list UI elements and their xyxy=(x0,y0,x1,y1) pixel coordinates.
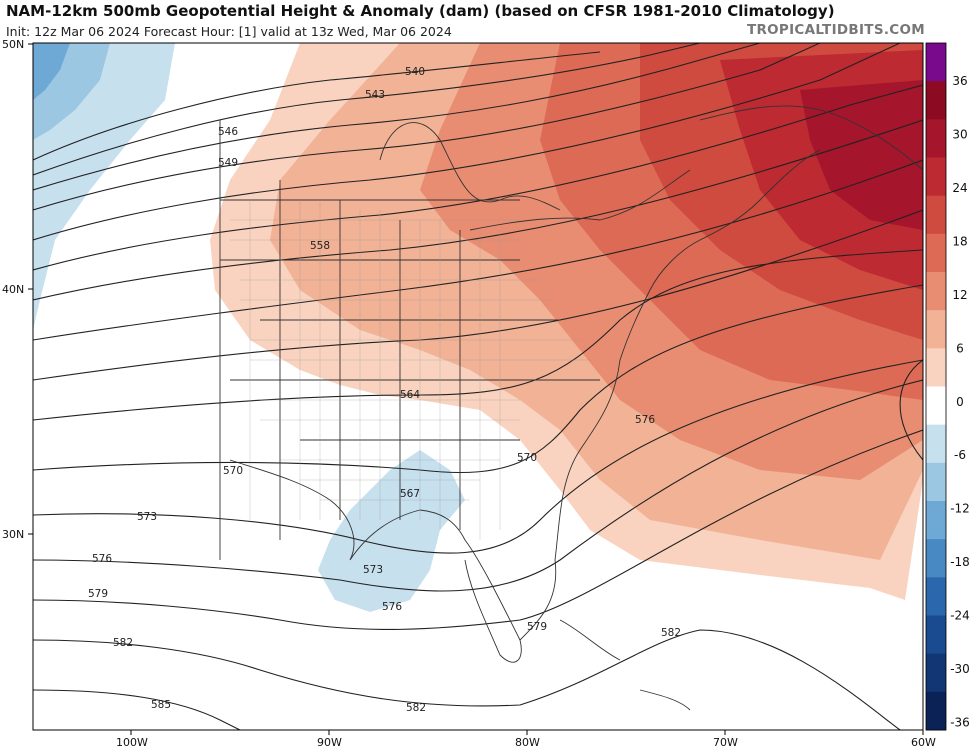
contour-label: 579 xyxy=(88,588,108,600)
colorbar-swatch xyxy=(926,424,946,464)
contour-label: 558 xyxy=(310,240,330,252)
colorbar-frame xyxy=(925,42,947,731)
lat-labels: 50N 40N 30N xyxy=(2,38,33,541)
colorbar-tick-label: -6 xyxy=(954,448,966,462)
colorbar-tick-label: 24 xyxy=(952,181,967,195)
colorbar-swatch xyxy=(926,462,946,502)
map-title: NAM-12km 500mb Geopotential Height & Ano… xyxy=(6,2,835,20)
colorbar-swatch xyxy=(926,43,946,82)
contour-label: 582 xyxy=(661,627,681,639)
colorbar-swatch xyxy=(926,348,946,387)
map-subtitle: Init: 12z Mar 06 2024 Forecast Hour: [1]… xyxy=(6,24,452,39)
lon-label: 60W xyxy=(911,736,936,749)
contour-label: 564 xyxy=(400,389,420,401)
contour-label: 573 xyxy=(137,511,157,523)
colorbar-swatch xyxy=(926,653,946,693)
colorbar-tick-label: -30 xyxy=(950,662,970,676)
contour-label: 582 xyxy=(113,637,133,649)
county-grid xyxy=(230,200,590,540)
height-contours xyxy=(33,43,923,730)
anomaly-positive-core xyxy=(800,80,923,230)
colorbar-swatch xyxy=(926,157,946,197)
colorbar-swatch xyxy=(926,691,946,731)
anomaly-negative-nw-3 xyxy=(33,43,70,100)
colorbar-swatch xyxy=(926,119,946,158)
colorbar-tick-label: 18 xyxy=(952,234,967,248)
lat-label: 40N xyxy=(2,283,24,296)
contour-label: 543 xyxy=(365,89,385,101)
colorbar-swatch xyxy=(926,195,946,235)
contour-labels: 540 543 546 549 558 564 567 570 570 573 … xyxy=(88,66,681,714)
colorbar-swatch xyxy=(926,81,946,120)
contour-label: 570 xyxy=(517,452,537,464)
colorbar-swatch xyxy=(926,501,946,540)
watermark: TROPICALTIDBITS.COM xyxy=(746,22,925,38)
colorbar: 36 30 24 18 12 6 0 -6 -12 -18 -24 -30 -36 xyxy=(925,42,970,731)
colorbar-tick-label: -36 xyxy=(950,715,970,729)
colorbar-swatch xyxy=(926,272,946,311)
colorbar-tick-label: -18 xyxy=(950,555,970,569)
map-area: 540 543 546 549 558 564 567 570 570 573 … xyxy=(33,43,923,730)
contour-label: 585 xyxy=(151,699,171,711)
contour-label: 579 xyxy=(527,621,547,633)
colorbar-swatch xyxy=(926,615,946,655)
colorbar-tick-label: 12 xyxy=(952,288,967,302)
colorbar-swatch xyxy=(926,386,946,426)
colorbar-swatch xyxy=(926,233,946,273)
contour-label: 576 xyxy=(382,601,402,613)
contour-label: 546 xyxy=(218,126,238,138)
colorbar-swatch xyxy=(926,577,946,616)
contour-label: 570 xyxy=(223,465,243,477)
colorbar-tick-label: -24 xyxy=(950,609,970,623)
lon-label: 100W xyxy=(116,736,148,749)
contour-label: 549 xyxy=(218,157,238,169)
colorbar-tick-label: -12 xyxy=(950,502,970,516)
lon-label: 70W xyxy=(713,736,738,749)
lat-label: 50N xyxy=(2,38,24,51)
colorbar-tick-label: 36 xyxy=(952,74,967,88)
contour-label: 582 xyxy=(406,702,426,714)
map-frame xyxy=(32,42,924,731)
colorbar-tick-label: 30 xyxy=(952,128,967,142)
colorbar-swatch xyxy=(926,539,946,578)
lon-label: 90W xyxy=(317,736,342,749)
anomaly-negative-gulf xyxy=(318,450,465,612)
colorbar-tick-label: 6 xyxy=(956,341,964,355)
contour-label: 573 xyxy=(363,564,383,576)
colorbar-tick-label: 0 xyxy=(956,395,964,409)
contour-label: 567 xyxy=(400,488,420,500)
contour-label: 576 xyxy=(92,553,112,565)
lat-label: 30N xyxy=(2,528,24,541)
colorbar-swatch xyxy=(926,310,946,349)
contour-label: 576 xyxy=(635,414,655,426)
lon-label: 80W xyxy=(515,736,540,749)
contour-label: 540 xyxy=(405,66,425,78)
lon-labels: 100W 90W 80W 70W 60W xyxy=(116,730,936,749)
